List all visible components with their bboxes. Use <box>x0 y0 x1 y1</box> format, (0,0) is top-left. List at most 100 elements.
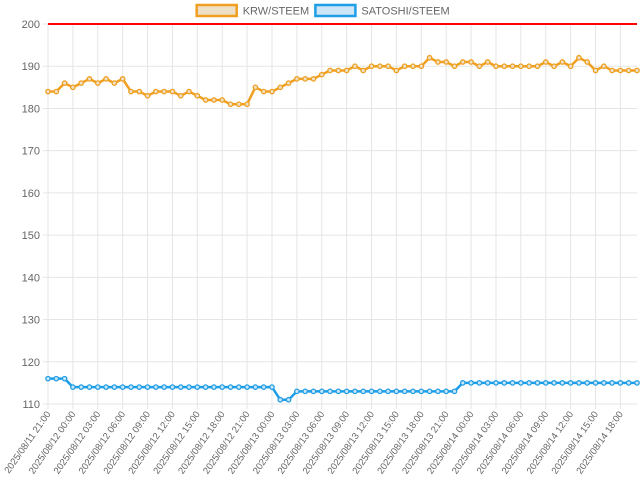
data-point <box>152 384 159 390</box>
y-tick-label: 150 <box>22 230 40 242</box>
data-point <box>584 380 591 386</box>
data-point <box>343 67 350 74</box>
data-point <box>277 396 284 403</box>
data-point <box>103 76 109 82</box>
data-point <box>426 54 433 61</box>
data-point <box>310 388 317 395</box>
data-point <box>177 92 184 99</box>
grid <box>43 23 637 409</box>
plot-area <box>45 23 640 403</box>
data-point <box>459 59 466 65</box>
series-line <box>48 56 637 106</box>
data-point <box>401 63 408 70</box>
data-point <box>534 63 541 70</box>
data-point <box>136 384 143 390</box>
data-point <box>600 380 607 386</box>
data-point <box>45 375 51 382</box>
data-point <box>70 384 76 390</box>
data-point <box>177 384 184 390</box>
x-tick-label: 2025/08/14 18:00 <box>574 409 625 476</box>
data-point <box>451 388 458 395</box>
data-point <box>360 67 367 74</box>
data-point <box>426 388 433 395</box>
data-point <box>269 88 275 95</box>
data-point <box>194 384 201 390</box>
data-point <box>186 88 192 95</box>
data-point <box>78 80 85 86</box>
data-point <box>484 380 491 386</box>
data-point <box>111 80 118 86</box>
data-point <box>410 388 416 395</box>
data-point <box>617 67 624 74</box>
data-point <box>625 67 632 74</box>
data-point <box>294 388 300 395</box>
data-point <box>625 380 632 386</box>
data-point <box>459 380 466 386</box>
data-point <box>509 380 516 386</box>
data-point <box>376 388 383 395</box>
data-point <box>476 380 483 386</box>
data-point <box>542 59 549 65</box>
data-point <box>542 380 549 386</box>
y-tick-label: 110 <box>22 399 40 411</box>
data-point <box>144 384 151 390</box>
data-point <box>493 380 499 386</box>
data-point <box>53 88 60 95</box>
data-point <box>94 80 101 86</box>
data-point <box>443 59 450 65</box>
data-point <box>136 88 143 95</box>
data-point <box>600 63 607 70</box>
data-point <box>385 63 391 70</box>
data-point <box>211 97 217 103</box>
data-point <box>327 388 333 395</box>
data-point <box>634 380 640 386</box>
data-point <box>277 84 284 91</box>
data-point <box>111 384 118 390</box>
data-point <box>144 92 151 99</box>
y-tick-label: 140 <box>22 272 40 284</box>
data-point <box>194 92 201 99</box>
data-point <box>227 384 234 390</box>
data-point <box>260 88 267 95</box>
data-point <box>252 84 259 91</box>
data-point <box>61 375 68 382</box>
series-line <box>48 377 637 402</box>
series-1 <box>45 54 640 108</box>
data-point <box>327 67 333 74</box>
data-point <box>186 384 192 390</box>
data-point <box>318 71 325 78</box>
data-point <box>235 384 242 390</box>
data-point <box>61 80 68 86</box>
data-point <box>534 380 541 386</box>
data-point <box>551 63 557 70</box>
data-point <box>119 384 126 390</box>
y-tick-label: 130 <box>22 315 40 327</box>
data-point <box>318 388 325 395</box>
y-tick-label: 190 <box>22 61 40 73</box>
data-point <box>435 59 441 65</box>
data-point <box>418 388 425 395</box>
data-point <box>78 384 85 390</box>
data-point <box>576 54 582 61</box>
data-point <box>335 388 342 395</box>
data-point <box>576 380 582 386</box>
data-point <box>360 388 367 395</box>
data-point <box>509 63 516 70</box>
data-point <box>119 76 126 82</box>
data-point <box>526 380 533 386</box>
data-point <box>227 101 234 108</box>
data-point <box>352 388 358 395</box>
data-point <box>518 63 524 70</box>
data-point <box>443 388 450 395</box>
data-point <box>584 59 591 65</box>
data-point <box>592 380 599 386</box>
data-point <box>128 88 134 95</box>
data-point <box>260 384 267 390</box>
legend-swatch <box>195 3 238 18</box>
data-point <box>551 380 557 386</box>
legend: KRW/STEEM SATOSHI/STEEM <box>195 3 450 18</box>
data-point <box>518 380 524 386</box>
data-point <box>592 67 599 74</box>
data-point <box>376 63 383 70</box>
